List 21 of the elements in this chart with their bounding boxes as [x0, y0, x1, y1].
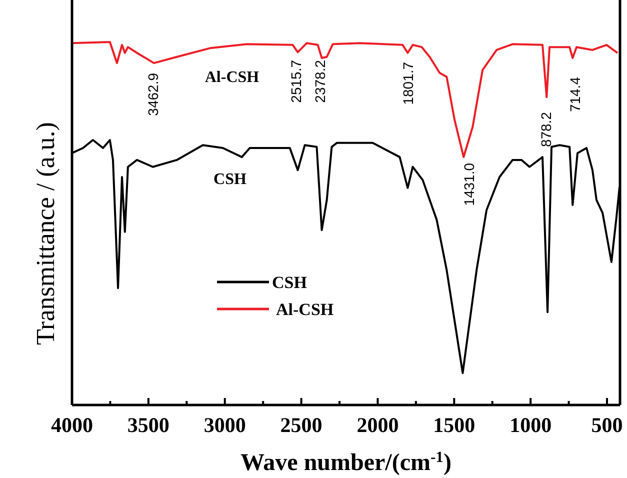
annotation: 1801.7	[400, 62, 416, 105]
annotation: Al-CSH	[204, 68, 260, 86]
annotation: CSH	[214, 170, 247, 188]
x-tick-label: 3500	[127, 413, 170, 437]
y-axis-title: Transmittance / (a.u.)	[31, 122, 60, 345]
x-tick-label: 1000	[510, 413, 552, 437]
annotation: 3462.9	[145, 72, 161, 116]
annotation: 1431.0	[461, 162, 477, 206]
legend-label: Al-CSH	[276, 300, 334, 319]
x-tick-label: 500	[591, 413, 623, 437]
annotation: 714.4	[567, 76, 583, 112]
x-axis-title: Wave number/(cm$^{-1}$)	[240, 448, 452, 476]
annotation: 878.2	[538, 112, 554, 148]
x-tick-label: 4000	[51, 413, 93, 437]
x-tick-label: 2000	[356, 413, 399, 437]
annotation: 2515.7	[288, 60, 304, 103]
annotation: 2378.2	[312, 60, 328, 103]
legend-label: CSH	[272, 273, 307, 292]
x-tick-label: 3000	[204, 413, 246, 437]
x-tick-label: 1500	[433, 413, 476, 437]
x-tick-label: 2500	[280, 413, 322, 437]
